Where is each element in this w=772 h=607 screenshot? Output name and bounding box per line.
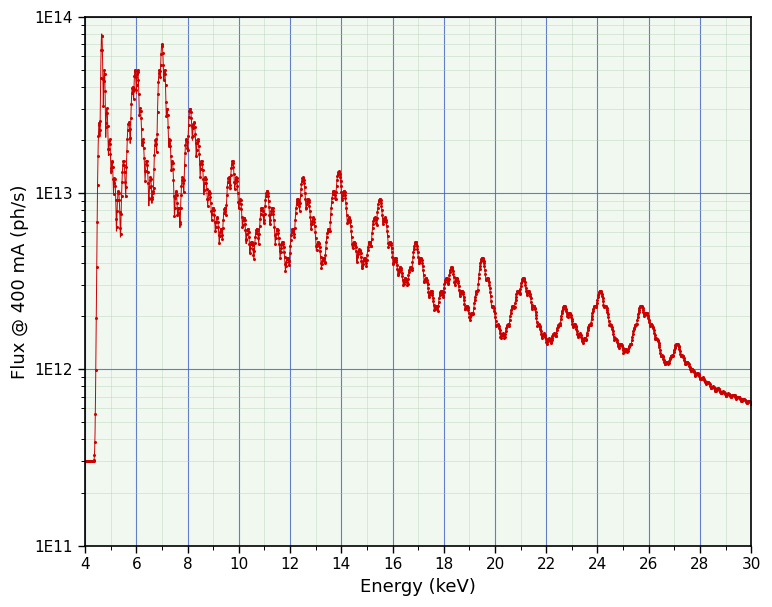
X-axis label: Energy (keV): Energy (keV) bbox=[361, 578, 476, 596]
Y-axis label: Flux @ 400 mA (ph/s): Flux @ 400 mA (ph/s) bbox=[11, 184, 29, 379]
